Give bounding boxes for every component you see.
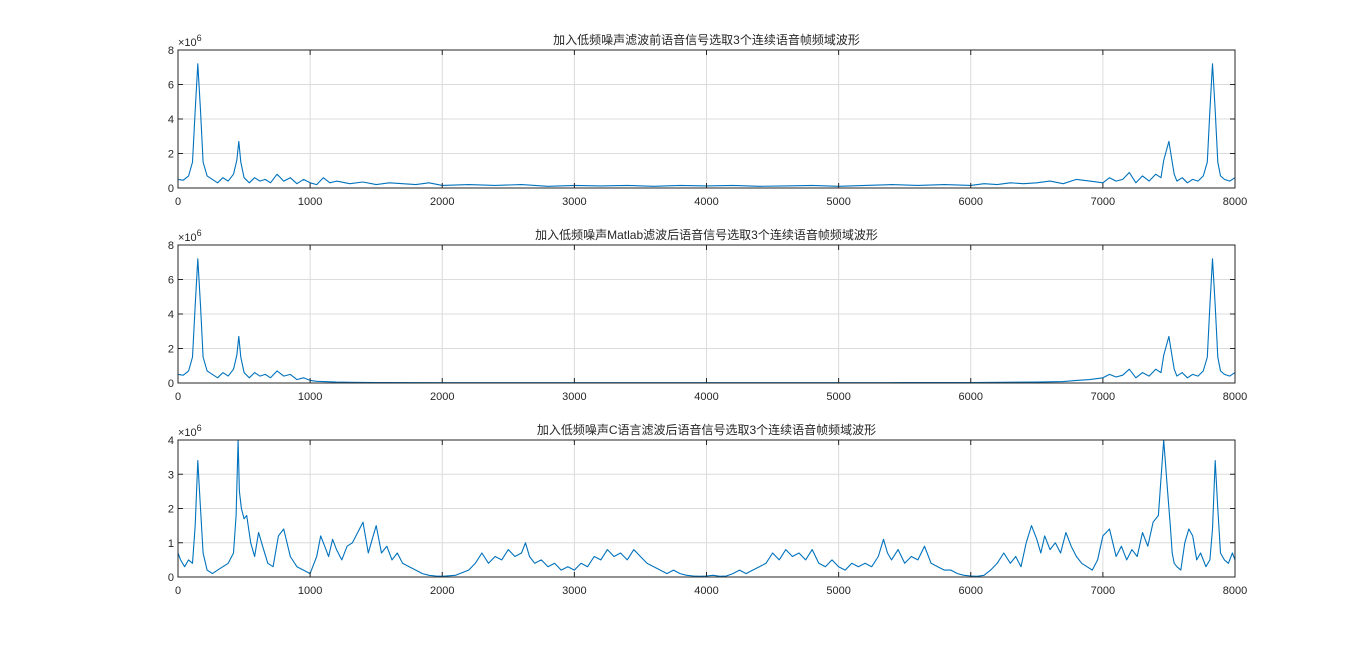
x-tick-label: 8000 (1223, 196, 1247, 208)
x-tick-label: 8000 (1223, 391, 1247, 403)
y-exponent-label: ×106 (178, 423, 202, 439)
y-tick-label: 8 (168, 240, 174, 252)
y-exponent-label: ×106 (178, 228, 202, 244)
y-tick-label: 6 (168, 80, 174, 92)
y-tick-label: 2 (168, 344, 174, 356)
y-tick-label: 0 (168, 183, 174, 195)
x-tick-label: 4000 (694, 196, 718, 208)
y-tick-label: 3 (168, 469, 174, 481)
x-tick-label: 4000 (694, 585, 718, 597)
x-tick-label: 7000 (1091, 585, 1115, 597)
x-tick-label: 8000 (1223, 585, 1247, 597)
y-tick-label: 1 (168, 538, 174, 550)
series-line-1 (177, 63, 1236, 187)
x-tick-label: 3000 (562, 585, 586, 597)
x-tick-label: 4000 (694, 391, 718, 403)
y-tick-label: 2 (168, 504, 174, 516)
y-tick-label: 0 (168, 378, 174, 390)
x-tick-label: 2000 (430, 196, 454, 208)
x-tick-label: 7000 (1091, 196, 1115, 208)
chart-title: 加入低频噪声C语言滤波后语音信号选取3个连续语音帧频域波形 (537, 422, 876, 437)
x-tick-label: 0 (175, 391, 181, 403)
y-tick-label: 4 (168, 309, 174, 321)
x-tick-label: 2000 (430, 585, 454, 597)
y-tick-label: 2 (168, 149, 174, 161)
y-tick-label: 0 (168, 572, 174, 584)
x-tick-label: 6000 (959, 196, 983, 208)
subplot-2: 0 1000 2000 3000 4000 5000 6000 7000 8000 0 2 4 6 8 ×1… (168, 227, 1247, 403)
y-tick-label: 4 (168, 114, 174, 126)
x-tick-label: 3000 (562, 391, 586, 403)
y-tick-label: 8 (168, 45, 174, 57)
chart-title: 加入低频噪声Matlab滤波后语音信号选取3个连续语音帧频域波形 (535, 227, 878, 242)
x-tick-label: 1000 (298, 196, 322, 208)
y-tick-label: 6 (168, 275, 174, 287)
x-tick-label: 5000 (826, 391, 850, 403)
x-tick-label: 1000 (298, 585, 322, 597)
x-tick-label: 6000 (959, 585, 983, 597)
x-tick-label: 7000 (1091, 391, 1115, 403)
chart-title: 加入低频噪声滤波前语音信号选取3个连续语音帧频域波形 (553, 32, 860, 47)
x-tick-label: 6000 (959, 391, 983, 403)
series-line-1 (177, 439, 1236, 577)
subplot-3: 0 1000 2000 3000 4000 5000 6000 7000 8000 0 1 2 3 4 ×1… (168, 422, 1247, 597)
y-exponent-label: ×106 (178, 33, 202, 49)
x-tick-label: 3000 (562, 196, 586, 208)
y-tick-label: 4 (168, 435, 174, 447)
x-tick-label: 0 (175, 196, 181, 208)
x-tick-label: 5000 (826, 585, 850, 597)
x-tick-label: 1000 (298, 391, 322, 403)
x-tick-label: 5000 (826, 196, 850, 208)
subplot-1: 0 1000 2000 3000 4000 5000 6000 7000 8000 0 2 4 6 8 ×1… (168, 32, 1247, 208)
x-tick-label: 2000 (430, 391, 454, 403)
x-tick-label: 0 (175, 585, 181, 597)
